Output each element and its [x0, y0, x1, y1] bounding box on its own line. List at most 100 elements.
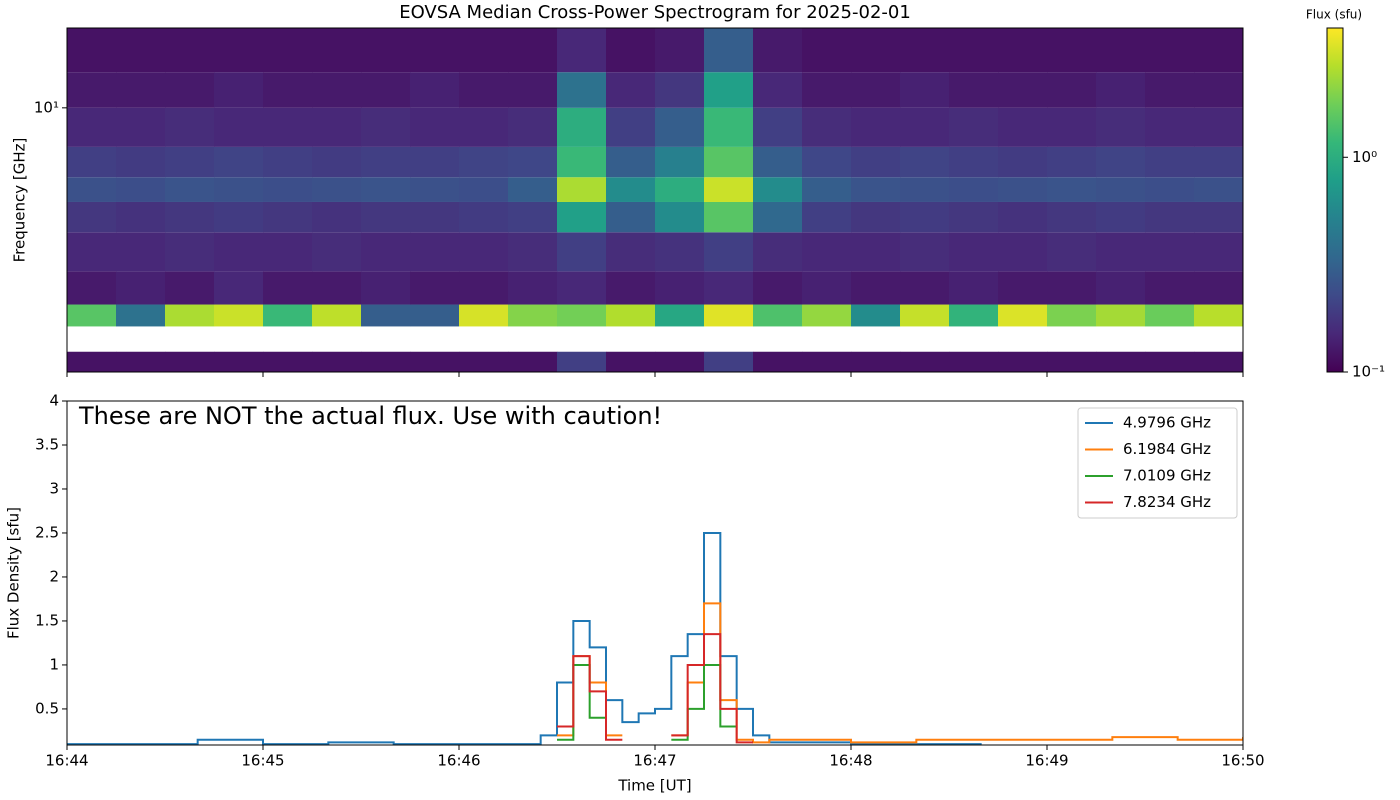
x-tick-label: 16:44: [45, 752, 88, 770]
heatmap: [67, 28, 1244, 372]
heatmap-cell: [508, 351, 558, 372]
x-axis-label: Time [UT]: [617, 777, 691, 795]
heatmap-cell: [508, 271, 558, 305]
heatmap-cell: [1047, 146, 1097, 178]
heatmap-cell: [802, 201, 852, 233]
heatmap-cell: [802, 107, 852, 147]
heatmap-cell: [1047, 232, 1097, 272]
heatmap-cell: [606, 72, 656, 108]
heatmap-cell: [851, 201, 901, 233]
heatmap-cell: [900, 28, 950, 73]
heatmap-cell: [459, 28, 509, 73]
heatmap-cell: [214, 232, 264, 272]
heatmap-cell: [704, 107, 754, 147]
heatmap-cell: [1047, 271, 1097, 305]
legend: [1077, 407, 1238, 519]
heatmap-cell: [998, 201, 1048, 233]
heatmap-cell: [263, 304, 313, 327]
heatmap-cell: [753, 201, 803, 233]
heatmap-cell: [312, 72, 362, 108]
series-line: [557, 633, 753, 744]
heatmap-cell: [67, 232, 117, 272]
heatmap-cell: [949, 201, 999, 233]
heatmap-cell: [949, 351, 999, 372]
heatmap-cell: [655, 28, 705, 73]
heatmap-cell: [851, 72, 901, 108]
heatmap-cell: [802, 232, 852, 272]
heatmap-cell: [802, 72, 852, 108]
x-tick-label: 16:46: [437, 752, 480, 770]
heatmap-cell: [1096, 271, 1146, 305]
heatmap-cell: [704, 146, 754, 178]
heatmap-cell: [1145, 177, 1195, 202]
heatmap-cell: [312, 201, 362, 233]
heatmap-cell: [116, 107, 166, 147]
heatmap-cell: [263, 107, 313, 147]
heatmap-cell: [459, 177, 509, 202]
heatmap-cell: [1145, 232, 1195, 272]
heatmap-cell: [802, 351, 852, 372]
y-tick-label: 1.5: [35, 611, 59, 629]
heatmap-cell: [116, 351, 166, 372]
heatmap-cell: [508, 28, 558, 73]
chart-title: EOVSA Median Cross-Power Spectrogram for…: [399, 2, 911, 23]
heatmap-cell: [851, 271, 901, 305]
heatmap-cell: [949, 72, 999, 108]
series-line: [67, 531, 982, 745]
heatmap-cell: [1047, 177, 1097, 202]
heatmap-cell: [312, 146, 362, 178]
heatmap-cell: [1096, 28, 1146, 73]
heatmap-cell: [165, 107, 215, 147]
heatmap-cell: [361, 201, 411, 233]
heatmap-cell: [1145, 72, 1195, 108]
heatmap-cell: [851, 351, 901, 372]
heatmap-cell: [361, 177, 411, 202]
heatmap-cell: [851, 146, 901, 178]
heatmap-cell: [508, 304, 558, 327]
y-tick-label: 1: [49, 655, 59, 673]
heatmap-cell: [753, 271, 803, 305]
heatmap-cell: [655, 146, 705, 178]
heatmap-cell: [1145, 107, 1195, 147]
heatmap-cell: [67, 304, 117, 327]
heatmap-cell: [361, 232, 411, 272]
colorbar-tick-label: 10⁰: [1352, 148, 1377, 166]
heatmap-cell: [704, 177, 754, 202]
heatmap-cell: [704, 72, 754, 108]
heatmap-cell: [949, 28, 999, 73]
heatmap-cell: [214, 271, 264, 305]
heatmap-cell: [1096, 107, 1146, 147]
heatmap-cell: [557, 232, 607, 272]
heatmap-cell: [557, 28, 607, 73]
line-area: [67, 531, 1243, 745]
heatmap-cell: [851, 232, 901, 272]
heatmap-cell: [312, 177, 362, 202]
heatmap-cell: [165, 72, 215, 108]
heatmap-cell: [214, 351, 264, 372]
heatmap-cell: [802, 146, 852, 178]
heatmap-cell: [900, 201, 950, 233]
heatmap-cell: [410, 304, 460, 327]
heatmap-cell: [557, 351, 607, 372]
heatmap-cell: [802, 28, 852, 73]
heatmap-cell: [165, 304, 215, 327]
heatmap-cell: [802, 271, 852, 305]
heatmap-cell: [704, 271, 754, 305]
heatmap-cell: [900, 107, 950, 147]
axes-frame: [66, 400, 1244, 746]
heatmap-cell: [900, 351, 950, 372]
colorbar-label: Flux (sfu): [1306, 8, 1362, 22]
heatmap-cell: [263, 351, 313, 372]
heatmap-cell: [361, 28, 411, 73]
heatmap-cell: [606, 28, 656, 73]
heatmap-cell: [459, 304, 509, 327]
heatmap-cell: [802, 304, 852, 327]
heatmap-cell: [1096, 232, 1146, 272]
heatmap-cell: [410, 177, 460, 202]
heatmap-cell: [704, 201, 754, 233]
legend-label: 4.9796 GHz: [1123, 414, 1211, 432]
heatmap-cell: [410, 107, 460, 147]
heatmap-cell: [655, 72, 705, 108]
heatmap-cell: [459, 351, 509, 372]
heatmap-cell: [606, 146, 656, 178]
